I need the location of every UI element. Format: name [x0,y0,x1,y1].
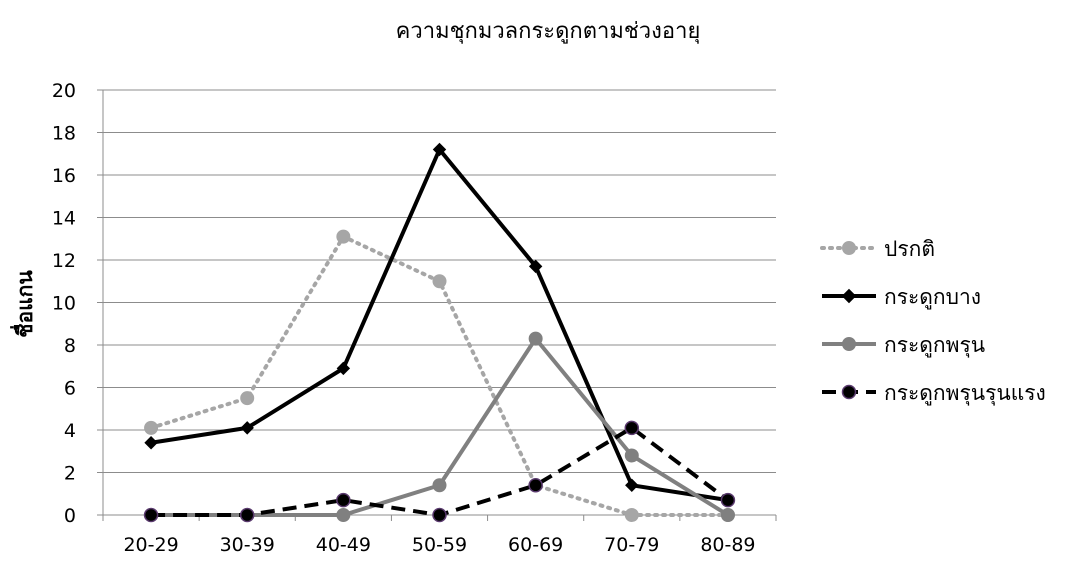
y-tick-label: 18 [52,123,76,145]
data-point [432,274,447,289]
data-point [842,337,856,351]
data-point [624,420,640,436]
data-point [240,391,255,406]
legend-label: กระดูกพรุนรุนแรง [884,381,1046,406]
series-0 [144,229,735,522]
series-3 [143,420,736,523]
data-point [841,288,857,304]
legend-item: กระดูกบาง [822,285,981,310]
data-point [144,436,158,450]
data-point [528,331,543,346]
data-point [432,142,447,157]
legend-item: กระดูกพรุน [822,333,985,358]
data-point [720,508,735,522]
y-tick-label: 14 [52,208,76,230]
x-tick-label: 40-49 [316,534,371,556]
x-tick-label: 50-59 [412,534,467,556]
series-lines [143,142,736,523]
data-point [624,508,639,522]
data-point [144,420,159,435]
data-point [624,448,639,463]
data-point [143,507,159,523]
y-tick-label: 0 [64,505,76,527]
data-point [336,492,351,508]
y-tick-label: 16 [52,165,76,187]
x-axis-ticks: 20-29 30-39 40-49 50-59 60-69 70-79 80-89 [102,515,777,556]
y-tick-label: 12 [52,250,76,272]
y-axis-ticks: 0 2 4 6 8 10 12 14 16 18 20 [52,80,76,527]
data-point [336,229,351,244]
x-tick-label: 70-79 [604,534,659,556]
data-point [528,478,543,493]
grid-lines [97,89,776,516]
data-point [625,478,639,492]
data-point [336,361,351,376]
series-2 [144,331,735,522]
y-tick-label: 10 [52,293,76,315]
y-tick-label: 6 [64,378,76,400]
y-tick-label: 2 [64,463,76,485]
x-tick-label: 80-89 [700,534,755,556]
data-point [240,421,254,435]
data-point [720,492,736,508]
series-line [151,425,730,517]
data-point [528,259,543,274]
legend-item: ปรกติ [820,237,935,261]
series-line [150,147,729,503]
data-point [432,507,447,523]
legend-label: ปรกติ [884,237,935,261]
data-point [239,507,255,523]
y-axis-label: ชื่อแกน [9,270,37,338]
y-tick-label: 4 [64,420,76,442]
y-tick-label: 20 [52,80,76,102]
data-point [336,508,351,522]
y-tick-label: 8 [64,335,76,357]
x-tick-label: 30-39 [220,534,275,556]
chart-title: ความชุกมวลกระดูกตามช่วงอายุ [396,19,701,44]
legend-label: กระดูกพรุน [884,333,985,358]
data-point [432,478,447,493]
x-tick-label: 60-69 [508,534,563,556]
series-1 [144,142,735,507]
data-point [842,241,856,255]
legend-label: กระดูกบาง [884,285,981,310]
x-tick-label: 20-29 [123,534,178,556]
legend-item: กระดูกพรุนรุนแรง [822,381,1046,406]
data-point [841,384,857,400]
